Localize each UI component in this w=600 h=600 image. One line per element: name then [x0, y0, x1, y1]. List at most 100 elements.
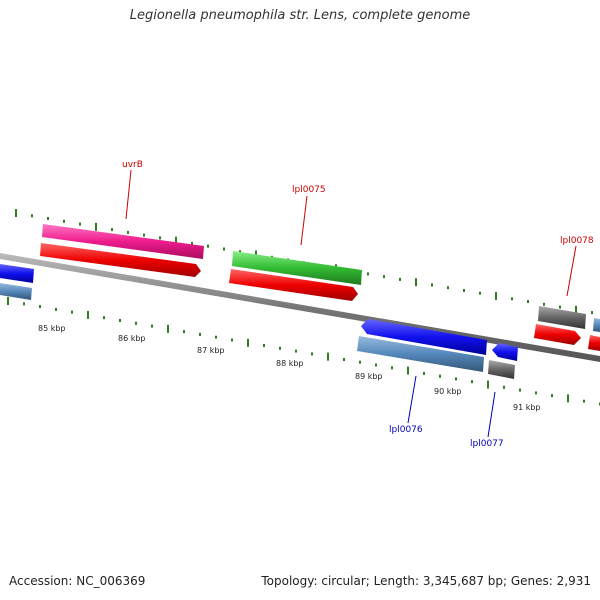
top-minor-tick: [559, 305, 561, 309]
bottom-minor-tick: [151, 324, 153, 328]
bottom-major-tick: [567, 394, 569, 403]
bottom-minor-tick: [375, 363, 377, 367]
cds-uvrB[interactable]: [40, 243, 201, 277]
bottom-minor-tick: [359, 360, 361, 364]
bottom-minor-tick: [39, 305, 41, 309]
leader-lpl0078: [566, 245, 577, 297]
top-major-tick: [575, 305, 577, 314]
top-minor-tick: [223, 247, 225, 251]
tick-label-85kbp: 85 kbp: [38, 324, 66, 333]
label-lpl0076[interactable]: lpl0076: [389, 425, 423, 435]
top-minor-tick: [591, 311, 593, 315]
top-minor-tick: [191, 241, 193, 245]
bottom-minor-tick: [71, 310, 73, 314]
top-minor-tick: [143, 233, 145, 237]
summary-label: Topology: circular; Length: 3,345,687 bp…: [261, 574, 591, 588]
top-minor-tick: [367, 272, 369, 276]
top-minor-tick: [47, 217, 49, 220]
bottom-minor-tick: [183, 330, 185, 334]
cds-right-edge[interactable]: [588, 335, 600, 351]
top-minor-tick: [159, 236, 161, 240]
bottom-minor-tick: [471, 380, 473, 384]
label-lpl0075[interactable]: lpl0075: [292, 185, 326, 195]
gene-features: [0, 224, 600, 379]
top-major-tick: [415, 278, 417, 287]
bottom-minor-tick: [455, 377, 457, 381]
cds-lpl0078[interactable]: [534, 324, 581, 345]
bottom-major-tick: [247, 338, 249, 347]
bottom-minor-tick: [343, 358, 345, 361]
gene-annotations: uvrB lpl0075 lpl0078 lpl0076 lpl0077: [122, 160, 594, 449]
top-minor-tick: [527, 300, 529, 303]
top-major-tick: [495, 292, 497, 300]
top-minor-tick: [127, 230, 129, 234]
cds-lpl0076[interactable]: [357, 336, 484, 372]
bottom-minor-tick: [551, 394, 553, 398]
bottom-minor-tick: [391, 366, 393, 370]
top-minor-tick: [79, 222, 81, 226]
bottom-minor-tick: [295, 349, 297, 353]
top-minor-tick: [511, 297, 513, 301]
gene-lpl0075[interactable]: [232, 251, 362, 285]
tick-label-88kbp: 88 kbp: [276, 359, 304, 368]
bottom-major-tick: [7, 297, 9, 305]
tick-row-bottom: [7, 297, 600, 406]
bottom-minor-tick: [263, 344, 265, 347]
bottom-major-tick: [487, 380, 489, 389]
bottom-minor-tick: [519, 388, 521, 392]
top-minor-tick: [31, 214, 33, 218]
tick-label-91kbp: 91 kbp: [513, 403, 541, 412]
bottom-minor-tick: [119, 319, 121, 322]
leader-lpl0077: [487, 391, 496, 438]
gene-lpl0076-arrow[interactable]: [361, 319, 487, 355]
tick-label-87kbp: 87 kbp: [197, 346, 225, 355]
top-minor-tick: [383, 275, 385, 279]
leader-lpl0075: [300, 195, 308, 246]
gene-left-edge-steel[interactable]: [0, 283, 32, 300]
bottom-minor-tick: [423, 371, 425, 375]
gene-left-edge-blue[interactable]: [0, 264, 34, 283]
gene-lpl0077-arrow[interactable]: [492, 343, 518, 361]
tick-label-90kbp: 90 kbp: [434, 387, 462, 396]
bottom-minor-tick: [503, 385, 505, 389]
top-minor-tick: [399, 277, 401, 281]
bottom-minor-tick: [55, 307, 57, 311]
bottom-minor-tick: [199, 332, 201, 336]
gene-lpl0078[interactable]: [538, 306, 586, 329]
top-major-tick: [175, 236, 177, 245]
bottom-minor-tick: [23, 302, 25, 306]
top-major-tick: [15, 209, 17, 217]
leader-uvrB: [125, 169, 132, 220]
label-uvrB[interactable]: uvrB: [122, 160, 143, 170]
bottom-major-tick: [327, 352, 329, 361]
top-minor-tick: [431, 283, 433, 287]
gene-right-edge-a[interactable]: [593, 318, 600, 332]
bottom-minor-tick: [311, 352, 313, 356]
top-minor-tick: [207, 244, 209, 248]
bottom-minor-tick: [535, 391, 537, 395]
tick-row-top: [15, 209, 593, 315]
leader-lpl0076: [407, 375, 417, 424]
bottom-minor-tick: [103, 316, 105, 320]
top-minor-tick: [463, 289, 465, 292]
cds-lpl0077[interactable]: [488, 360, 515, 379]
top-minor-tick: [239, 250, 241, 254]
bottom-minor-tick: [439, 374, 441, 378]
bottom-minor-tick: [135, 321, 137, 325]
tick-label-89kbp: 89 kbp: [355, 372, 383, 381]
top-minor-tick: [63, 219, 65, 223]
cds-lpl0075[interactable]: [229, 269, 358, 301]
top-minor-tick: [111, 228, 113, 232]
label-lpl0077[interactable]: lpl0077: [470, 439, 504, 449]
label-lpl0078[interactable]: lpl0078: [560, 236, 594, 246]
accession-label: Accession: NC_006369: [9, 574, 146, 588]
top-major-tick: [95, 222, 97, 231]
bottom-minor-tick: [215, 335, 217, 339]
bottom-major-tick: [87, 310, 89, 319]
gene-uvrB[interactable]: [42, 224, 204, 259]
bottom-minor-tick: [583, 399, 585, 403]
scale-labels: 85 kbp 86 kbp 87 kbp 88 kbp 89 kbp 90 kb…: [38, 324, 541, 412]
bottom-major-tick: [167, 324, 169, 333]
top-minor-tick: [543, 302, 545, 306]
